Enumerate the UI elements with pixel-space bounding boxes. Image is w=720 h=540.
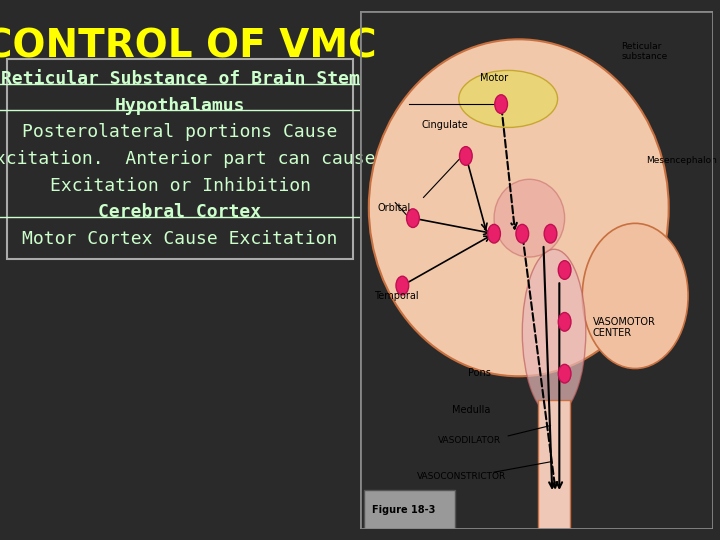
Text: VASODILATOR: VASODILATOR xyxy=(438,436,500,445)
Circle shape xyxy=(459,147,472,165)
Text: VASOMOTOR
CENTER: VASOMOTOR CENTER xyxy=(593,316,656,338)
Bar xyxy=(538,400,570,529)
FancyBboxPatch shape xyxy=(7,59,353,259)
Ellipse shape xyxy=(522,249,586,415)
Text: Reticular
substance: Reticular substance xyxy=(621,42,667,62)
Text: Excitation or Inhibition: Excitation or Inhibition xyxy=(50,177,310,194)
Circle shape xyxy=(558,313,571,331)
Text: Figure 18-3: Figure 18-3 xyxy=(372,504,436,515)
Text: Temporal: Temporal xyxy=(374,291,419,301)
Text: Posterolateral portions Cause: Posterolateral portions Cause xyxy=(22,123,338,141)
Text: Motor: Motor xyxy=(480,73,508,83)
Circle shape xyxy=(516,225,528,243)
Text: Pons: Pons xyxy=(468,368,490,379)
Circle shape xyxy=(396,276,409,295)
Text: Mesencephalon: Mesencephalon xyxy=(646,156,716,165)
Text: VASOCONSTRICTOR: VASOCONSTRICTOR xyxy=(416,472,505,481)
Text: Medulla: Medulla xyxy=(452,405,490,415)
Circle shape xyxy=(558,364,571,383)
Circle shape xyxy=(558,261,571,279)
Circle shape xyxy=(495,95,508,113)
Text: Cingulate: Cingulate xyxy=(421,120,468,130)
Ellipse shape xyxy=(494,179,564,257)
Circle shape xyxy=(544,225,557,243)
Ellipse shape xyxy=(582,224,688,368)
Ellipse shape xyxy=(369,39,669,376)
Text: Hypothalamus: Hypothalamus xyxy=(114,97,246,115)
Text: Reticular Substance of Brain Stem: Reticular Substance of Brain Stem xyxy=(1,70,359,88)
Circle shape xyxy=(407,209,419,227)
Circle shape xyxy=(487,225,500,243)
Text: Cerebral Cortex: Cerebral Cortex xyxy=(99,203,261,221)
Text: Excitation.  Anterior part can cause: Excitation. Anterior part can cause xyxy=(0,150,376,168)
Text: CONTROL OF VMC: CONTROL OF VMC xyxy=(0,27,377,65)
Ellipse shape xyxy=(459,70,557,127)
Text: Orbital: Orbital xyxy=(377,202,411,213)
Text: Motor Cortex Cause Excitation: Motor Cortex Cause Excitation xyxy=(22,230,338,248)
FancyBboxPatch shape xyxy=(364,490,455,529)
